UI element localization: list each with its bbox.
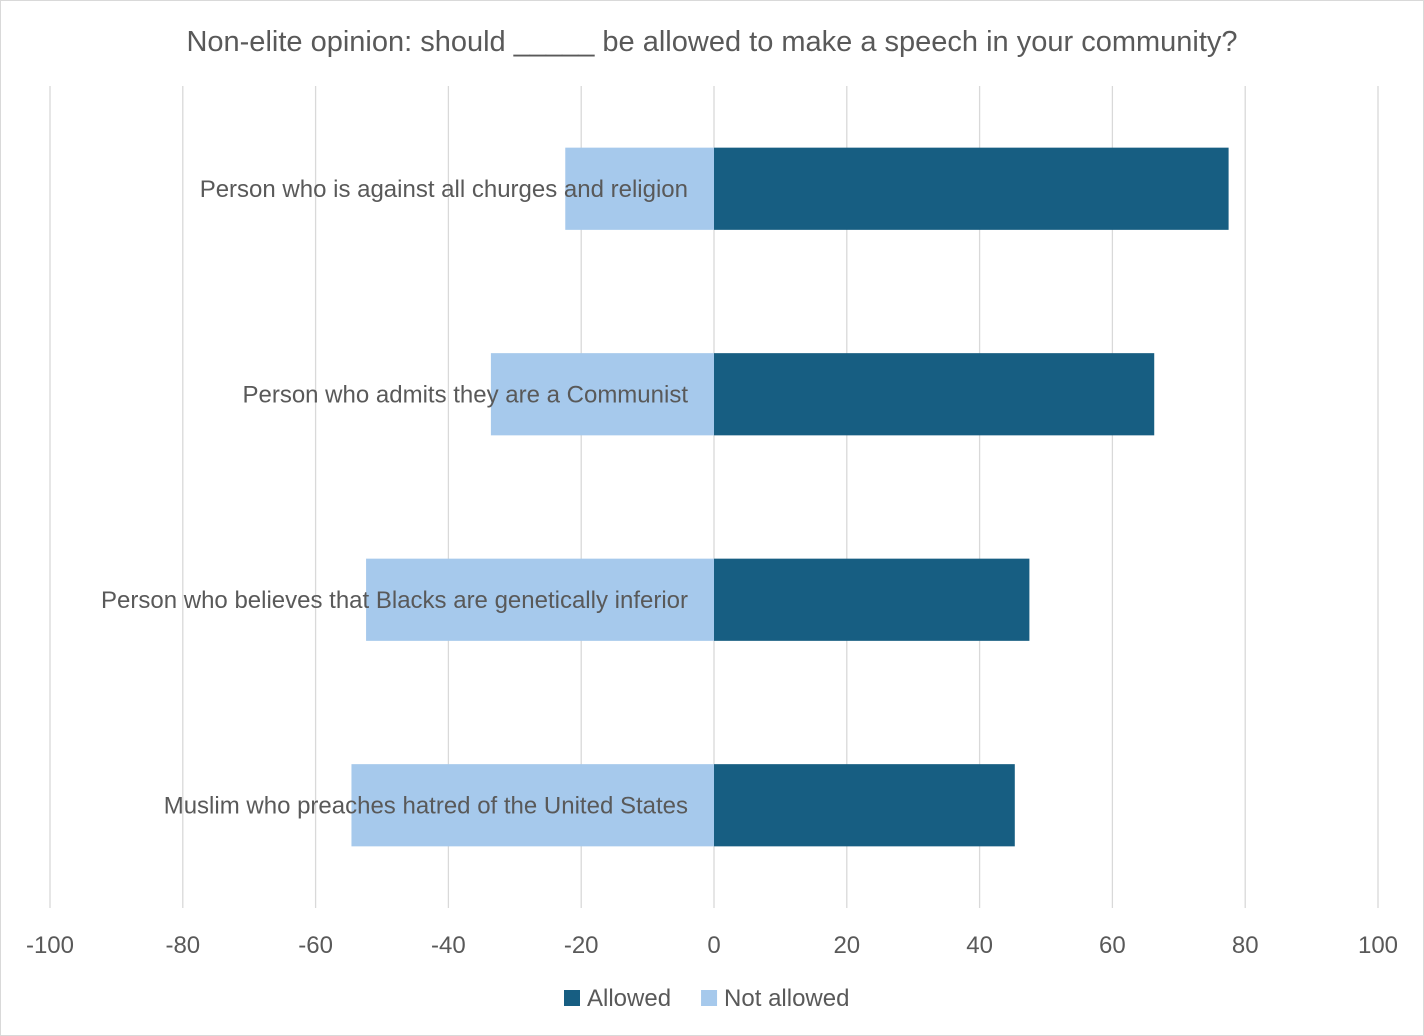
- bar-not-allowed-2: [366, 558, 714, 641]
- bar-not-allowed-0: [565, 147, 714, 230]
- x-tick-label: -100: [26, 932, 74, 959]
- bar-not-allowed-1: [490, 353, 714, 436]
- category-labels: Person who is against all churges and re…: [101, 176, 688, 820]
- bar-allowed-2: [714, 558, 1030, 641]
- bar-allowed-3: [714, 764, 1015, 847]
- x-tick-label: -20: [564, 932, 599, 959]
- bar-not-allowed-3: [351, 764, 714, 847]
- category-label: Muslim who preaches hatred of the United…: [164, 792, 688, 819]
- legend: Allowed Not allowed: [564, 985, 849, 1012]
- x-tick-label: 100: [1358, 932, 1398, 959]
- category-label: Person who believes that Blacks are gene…: [101, 587, 688, 614]
- legend-swatch-allowed: [564, 990, 580, 1006]
- bar-allowed-0: [714, 147, 1229, 230]
- x-axis-ticks: -100 -80 -60 -40 -20 0 20 40 60 80 100: [26, 932, 1398, 959]
- x-tick-label: -60: [298, 932, 333, 959]
- x-tick-label: 80: [1232, 932, 1259, 959]
- x-tick-label: 60: [1099, 932, 1126, 959]
- x-tick-label: -80: [165, 932, 200, 959]
- x-tick-label: 20: [833, 932, 860, 959]
- legend-label-allowed: Allowed: [587, 985, 671, 1012]
- chart-title: Non-elite opinion: should _____ be allow…: [186, 26, 1237, 58]
- bar-allowed-1: [714, 353, 1155, 436]
- x-tick-label: 40: [966, 932, 993, 959]
- category-label: Person who is against all churges and re…: [200, 176, 688, 203]
- legend-swatch-not-allowed: [701, 990, 718, 1006]
- x-tick-label: 0: [707, 932, 720, 959]
- category-label: Person who admits they are a Communist: [242, 381, 688, 408]
- x-tick-label: -40: [431, 932, 466, 959]
- legend-label-not-allowed: Not allowed: [724, 985, 849, 1012]
- bars: [351, 147, 1229, 847]
